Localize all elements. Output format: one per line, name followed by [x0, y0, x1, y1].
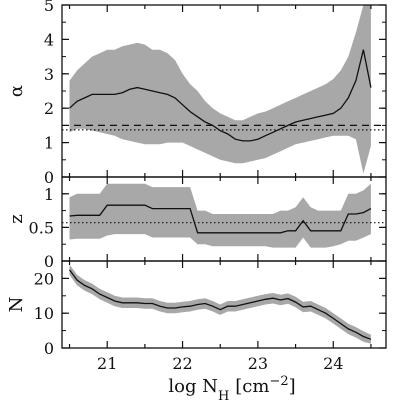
- N-plot-frame: [61, 260, 387, 349]
- z-y-axis-label: z: [6, 214, 27, 223]
- x-axis-label-unit: [cm: [235, 376, 269, 397]
- panel-N: 0 10 20 N: [6, 260, 387, 358]
- N-y-tick-label: 10: [34, 304, 54, 323]
- x-axis-label-main: log N: [168, 376, 218, 397]
- alpha-y-tick-label: 1: [44, 134, 54, 153]
- alpha-y-tick-label: 5: [44, 0, 54, 15]
- N-median-line: [68, 269, 372, 340]
- alpha-confidence-band: [69, 5, 371, 174]
- z-y-tick-label: 0: [44, 252, 54, 271]
- z-y-tick-label: 0.5: [29, 218, 54, 237]
- x-axis-label-unit-close: ]: [289, 376, 296, 397]
- x-axis-label-unit-exponent: −2: [269, 374, 288, 389]
- x-tick-label: 21: [97, 354, 117, 373]
- z-median-line: [69, 204, 372, 234]
- x-axis-label: log NH [cm−2]: [168, 374, 295, 402]
- N-y-tick-label: 0: [44, 339, 54, 358]
- z-confidence-band: [69, 183, 371, 248]
- z-y-tick-label: 1: [44, 185, 54, 204]
- N-y-axis-label: N: [6, 297, 27, 313]
- panel-z: 0 0.5 1 z: [6, 176, 387, 271]
- N-y-tick-label: 20: [34, 269, 54, 288]
- x-tick-label: 24: [323, 354, 343, 373]
- N-confidence-band: [69, 264, 371, 344]
- x-tick-label: 23: [248, 354, 268, 373]
- alpha-y-tick-label: 4: [44, 30, 54, 49]
- alpha-y-axis-label: α: [6, 85, 27, 97]
- x-axis-label-subscript: H: [218, 389, 229, 402]
- alpha-y-tick-label: 3: [44, 65, 54, 84]
- panel-alpha: 0 1 2 3 4 5 α: [6, 0, 387, 187]
- alpha-y-tick-label: 2: [44, 99, 54, 118]
- alpha-y-tick-label: 0: [44, 168, 54, 187]
- x-tick-label: 22: [172, 354, 192, 373]
- alpha-median-line: [69, 49, 372, 142]
- x-axis-title: log NH [cm−2]: [168, 374, 295, 402]
